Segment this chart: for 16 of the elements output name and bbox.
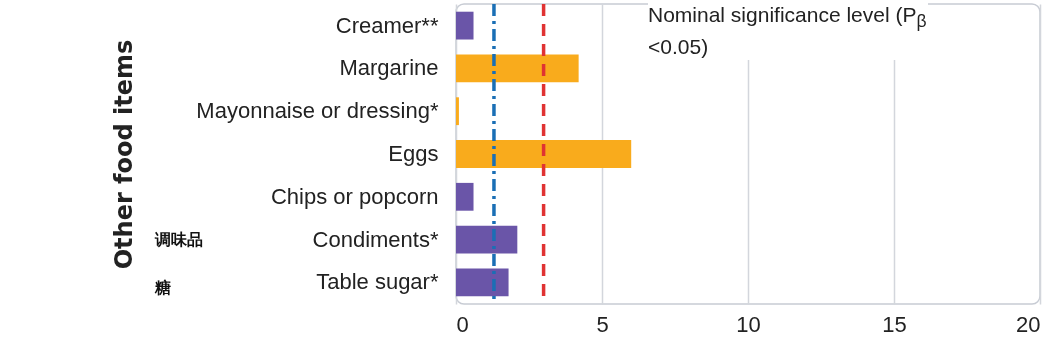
y-tick-label: Mayonnaise or dressing* <box>196 98 439 124</box>
y-tick-label: Chips or popcorn <box>270 183 439 209</box>
text: 糖 <box>155 278 171 298</box>
y-tick-label: Eggs <box>388 141 439 166</box>
x-tick-label: 15 <box>882 311 907 337</box>
y-tick-label: Margarine <box>339 55 439 81</box>
y-tick-label: Condiments* <box>312 226 439 252</box>
x-tick-label: 0 <box>456 311 469 337</box>
x-tick-label: 20 <box>1016 311 1041 337</box>
text: Nominal significance level (P$_{β}$ <0.05) <box>648 3 927 59</box>
text: 调味品 <box>155 229 203 249</box>
x-tick-label: 10 <box>736 311 761 337</box>
y-axis-title: Other food items <box>109 39 138 270</box>
y-tick-label: Table sugar* <box>316 269 439 295</box>
x-tick-label: 5 <box>596 311 609 337</box>
y-tick-label: Creamer** <box>335 12 439 38</box>
